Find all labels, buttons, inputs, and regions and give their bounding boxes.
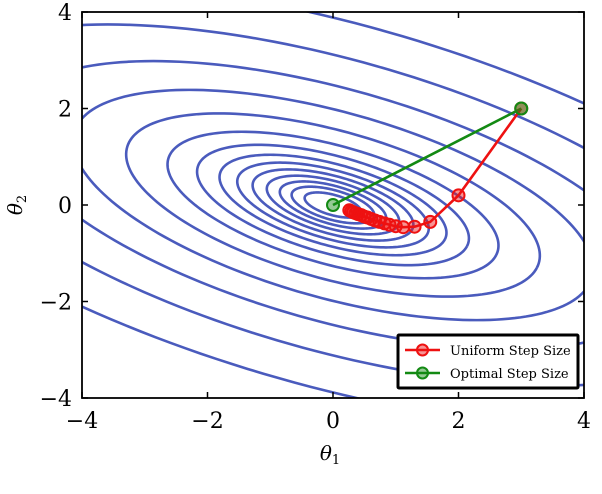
legend-box: [396, 333, 580, 390]
x-tick-label-1: −2: [191, 409, 223, 434]
y-tick-label-3: 2: [58, 98, 72, 123]
y-tick-label-4: 4: [58, 1, 72, 26]
contour-line-10: [82, 88, 584, 322]
contour-line-0: [303, 191, 363, 219]
contour-line-1: [290, 185, 376, 225]
contour-line-6: [218, 153, 448, 257]
point-uniform-step-size-18: [342, 203, 357, 218]
y-axis-label-main: θ: [3, 203, 27, 215]
legend-optimal-marker: [416, 366, 429, 380]
legend-uniform-label: Uniform Step Size: [450, 344, 571, 359]
x-tick-label-0: −4: [66, 409, 98, 434]
x-axis-label: θ1: [320, 441, 340, 468]
contour-line-3: [265, 174, 401, 236]
y-tick-label-0: −4: [40, 387, 72, 412]
contour-line-2: [278, 180, 388, 230]
point-uniform-step-size-1: [451, 188, 466, 203]
contour-line-8: [166, 130, 500, 280]
contour-line-4: [251, 168, 415, 242]
series-layer: [326, 101, 529, 235]
legend-optimal-label: Optimal Step Size: [450, 367, 569, 382]
contour-line-9: [124, 112, 542, 298]
y-axis-label-subscript: 2: [15, 195, 30, 203]
y-tick-label-1: −2: [40, 291, 72, 316]
legend: Uniform Step Size Optimal Step Size: [396, 333, 580, 390]
legend-uniform-marker: [416, 343, 429, 357]
series-line-optimal-step-size: [332, 107, 522, 207]
contour-line-5: [235, 161, 431, 249]
x-axis-label-subscript: 1: [332, 453, 340, 468]
x-axis-label-main: θ: [320, 441, 332, 465]
point-uniform-step-size-3: [407, 219, 422, 234]
point-optimal-step-size-0: [514, 101, 529, 116]
x-tick-label-2: 0: [326, 409, 340, 434]
y-axis-label: θ2: [3, 195, 30, 215]
contour-line-7: [195, 143, 471, 267]
axis-ticks: −4 −2 0 2 4 −4 −2 0 2 4: [40, 1, 591, 434]
x-tick-label-4: 4: [577, 409, 591, 434]
x-tick-label-3: 2: [452, 409, 466, 434]
point-optimal-step-size-1: [326, 198, 340, 212]
y-tick-label-2: 0: [58, 194, 72, 219]
point-uniform-step-size-2: [423, 214, 438, 229]
